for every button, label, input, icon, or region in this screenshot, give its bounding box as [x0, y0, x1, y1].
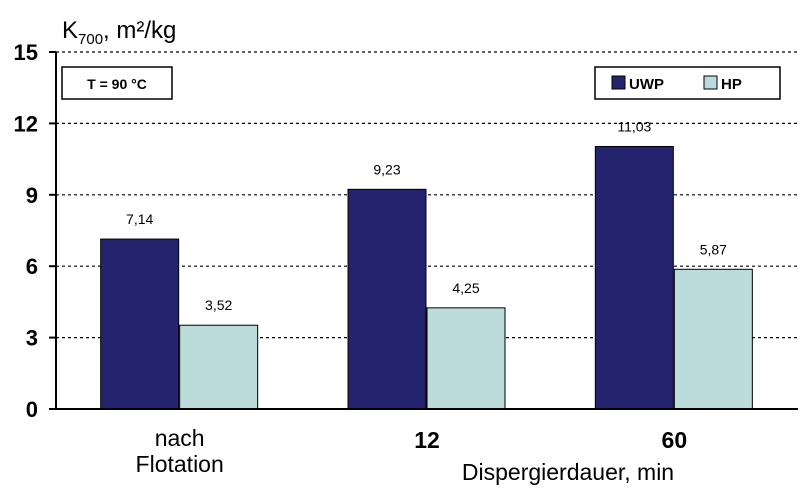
annotation-text: T = 90 °C: [87, 76, 147, 92]
bar-hp: [426, 307, 506, 410]
annotation-box: T = 90 °C: [61, 66, 173, 100]
data-label: 3,52: [205, 297, 232, 313]
legend-label-uwp: UWP: [629, 76, 664, 93]
legend-label-hp: HP: [721, 76, 742, 93]
data-label: 9,23: [373, 161, 400, 177]
y-tick-label: 3: [26, 326, 38, 351]
data-label: 7,14: [126, 211, 153, 227]
data-label: 11,03: [617, 118, 651, 134]
category-label: nach Flotation: [136, 425, 224, 477]
legend-swatch-hp: [703, 75, 718, 90]
y-tick-label: 12: [14, 111, 38, 136]
category-label: 60: [662, 427, 688, 453]
y-tick-labels: 0 3 6 9 12 15: [14, 40, 38, 422]
category-labels: nach Flotation 12 60: [136, 425, 688, 477]
bar-hp: [179, 324, 259, 410]
bar-uwp: [347, 188, 427, 410]
y-tick-label: 6: [26, 254, 38, 279]
data-label: 5,87: [700, 241, 727, 257]
bars: [100, 145, 753, 410]
y-tick-label: 15: [14, 40, 38, 65]
axes: [49, 51, 798, 410]
legend: UWP HP: [594, 66, 781, 100]
category-label: 12: [414, 427, 440, 453]
legend-swatch-uwp: [611, 75, 626, 90]
data-label: 4,25: [452, 280, 479, 296]
bar-uwp: [594, 145, 674, 410]
data-labels: 7,14 3,52 9,23 4,25 11,03 5,87: [126, 118, 727, 313]
y-axis-label: K700, m²/kg: [62, 17, 176, 48]
y-tick-label: 9: [26, 183, 38, 208]
x-axis-label: Dispergierdauer, min: [462, 459, 674, 485]
bar-hp: [673, 268, 753, 410]
y-tick-label: 0: [26, 397, 38, 422]
bar-uwp: [100, 238, 180, 410]
